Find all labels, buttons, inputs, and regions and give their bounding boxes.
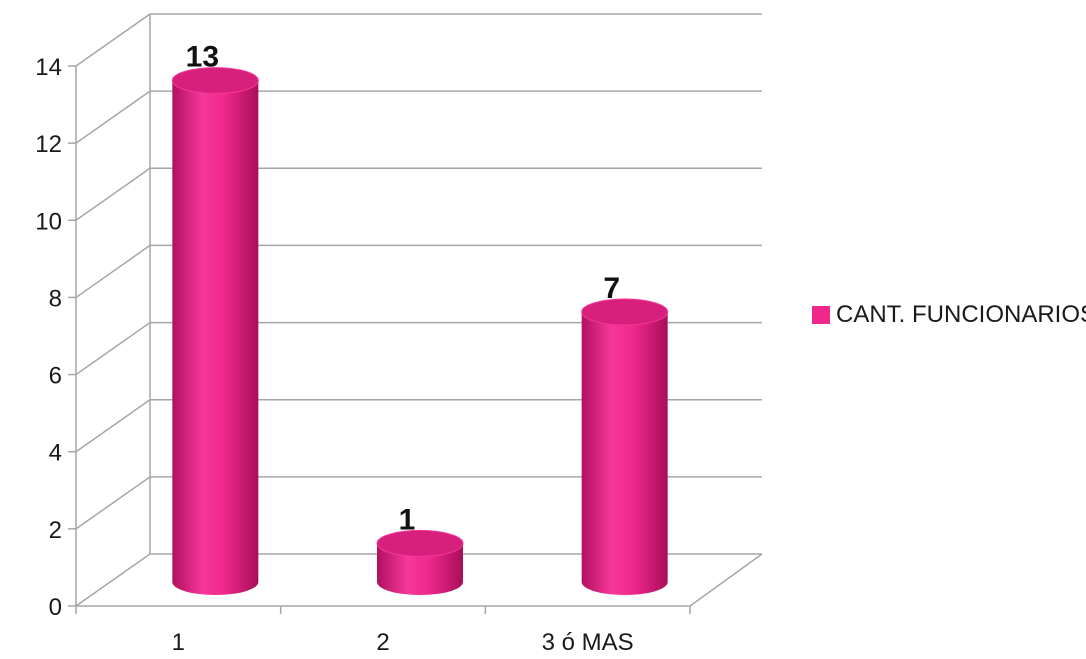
- data-label: 13: [186, 41, 219, 74]
- y-tick-label: 2: [49, 517, 62, 544]
- x-tick-label: 2: [376, 629, 389, 656]
- y-tick-label: 14: [35, 54, 62, 81]
- bars: [171, 67, 669, 596]
- x-axis-ticks: 1 2 3 ó MAS: [75, 606, 691, 656]
- y-tick-label: 12: [35, 131, 62, 158]
- data-label: 1: [399, 503, 416, 536]
- bar: [376, 529, 464, 595]
- data-labels: 13 1 7: [186, 41, 620, 537]
- x-tick-label: 3 ó MAS: [542, 629, 634, 656]
- bar: [171, 67, 259, 596]
- y-tick-label: 4: [49, 440, 62, 467]
- y-tick-label: 8: [49, 285, 62, 312]
- data-label: 7: [603, 272, 620, 305]
- legend: CANT. FUNCIONARIOS: [812, 300, 1086, 330]
- gridlines: [75, 13, 762, 607]
- y-axis-ticks: 0 2 4 6 8 10 12 14: [35, 54, 76, 621]
- legend-label: CANT. FUNCIONARIOS: [836, 301, 1086, 328]
- y-tick-label: 0: [49, 594, 62, 621]
- x-tick-label: 1: [172, 629, 185, 656]
- y-tick-label: 10: [35, 208, 62, 235]
- legend-swatch: [812, 306, 830, 324]
- bar: [581, 298, 669, 596]
- y-tick-label: 6: [49, 363, 62, 390]
